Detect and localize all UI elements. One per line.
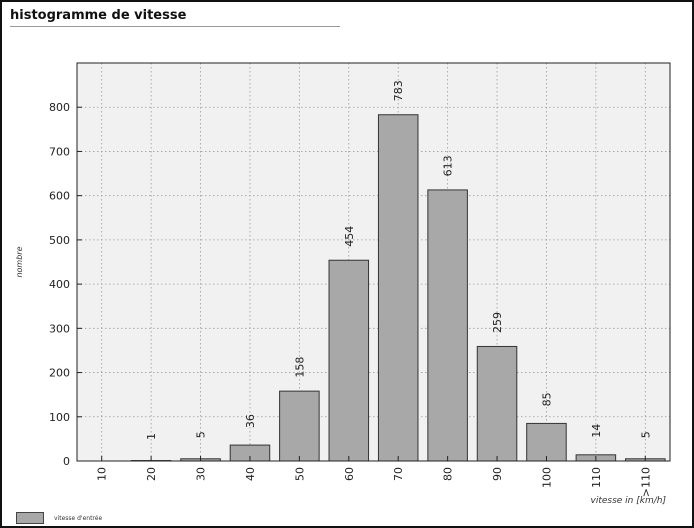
x-tick-label: >110 [639, 467, 652, 497]
y-axis-ticks: 0 100 200 300 400 500 600 700 800 [49, 101, 82, 468]
data-label: 5 [639, 431, 652, 438]
x-tick-label: 60 [343, 467, 356, 481]
y-tick-label: 800 [49, 101, 70, 114]
data-label: 5 [195, 431, 208, 438]
plot-border [76, 62, 671, 462]
data-label: 85 [540, 392, 553, 406]
bar-50 [279, 390, 320, 462]
data-label: 259 [491, 312, 504, 333]
bar-100 [526, 422, 567, 462]
bar-70 [377, 114, 419, 462]
data-label: 14 [590, 424, 603, 438]
y-tick-label: 700 [49, 145, 70, 158]
x-tick-label: 70 [392, 467, 405, 481]
y-tick-label: 0 [63, 455, 70, 468]
y-tick-label: 200 [49, 367, 70, 380]
x-tick-label: 30 [195, 467, 208, 481]
x-tick-label: 50 [293, 467, 306, 481]
y-tick-label: 400 [49, 278, 70, 291]
data-label: 1 [145, 433, 158, 440]
y-tick-label: 300 [49, 322, 70, 335]
x-tick-label: 90 [491, 467, 504, 481]
y-tick-label: 500 [49, 234, 70, 247]
x-axis-label: vitesse in [km/h] [591, 496, 667, 506]
x-tick-label: 20 [145, 467, 158, 481]
x-axis-ticks: 10 20 30 40 50 60 70 80 90 100 110 >110 [96, 456, 652, 497]
bars [130, 114, 666, 462]
chart-title: histogramme de vitesse [10, 8, 187, 23]
bar-80 [427, 189, 468, 462]
y-axis-label: nombre [15, 246, 24, 277]
y-tick-label: 600 [49, 190, 70, 203]
bar-60 [328, 259, 370, 462]
grid-lines [77, 63, 670, 462]
y-tick-label: 100 [49, 411, 70, 424]
data-label: 783 [392, 80, 405, 101]
bar-90 [476, 345, 518, 462]
data-label: 158 [293, 357, 306, 378]
data-label: 613 [442, 155, 455, 176]
plot-background [77, 63, 670, 461]
data-label: 36 [244, 414, 257, 428]
x-tick-label: 100 [540, 467, 553, 488]
legend: vitesse d'entrée [16, 512, 102, 524]
x-tick-label: 40 [244, 467, 257, 481]
legend-label: vitesse d'entrée [54, 514, 103, 522]
data-labels: 1 5 36 158 454 783 613 259 85 14 5 [145, 80, 652, 440]
x-tick-label: 80 [442, 467, 455, 481]
legend-swatch [16, 512, 44, 524]
data-label: 454 [343, 226, 356, 247]
title-underline [10, 26, 340, 27]
x-tick-label: 10 [96, 467, 109, 481]
x-tick-label: 110 [590, 467, 603, 488]
